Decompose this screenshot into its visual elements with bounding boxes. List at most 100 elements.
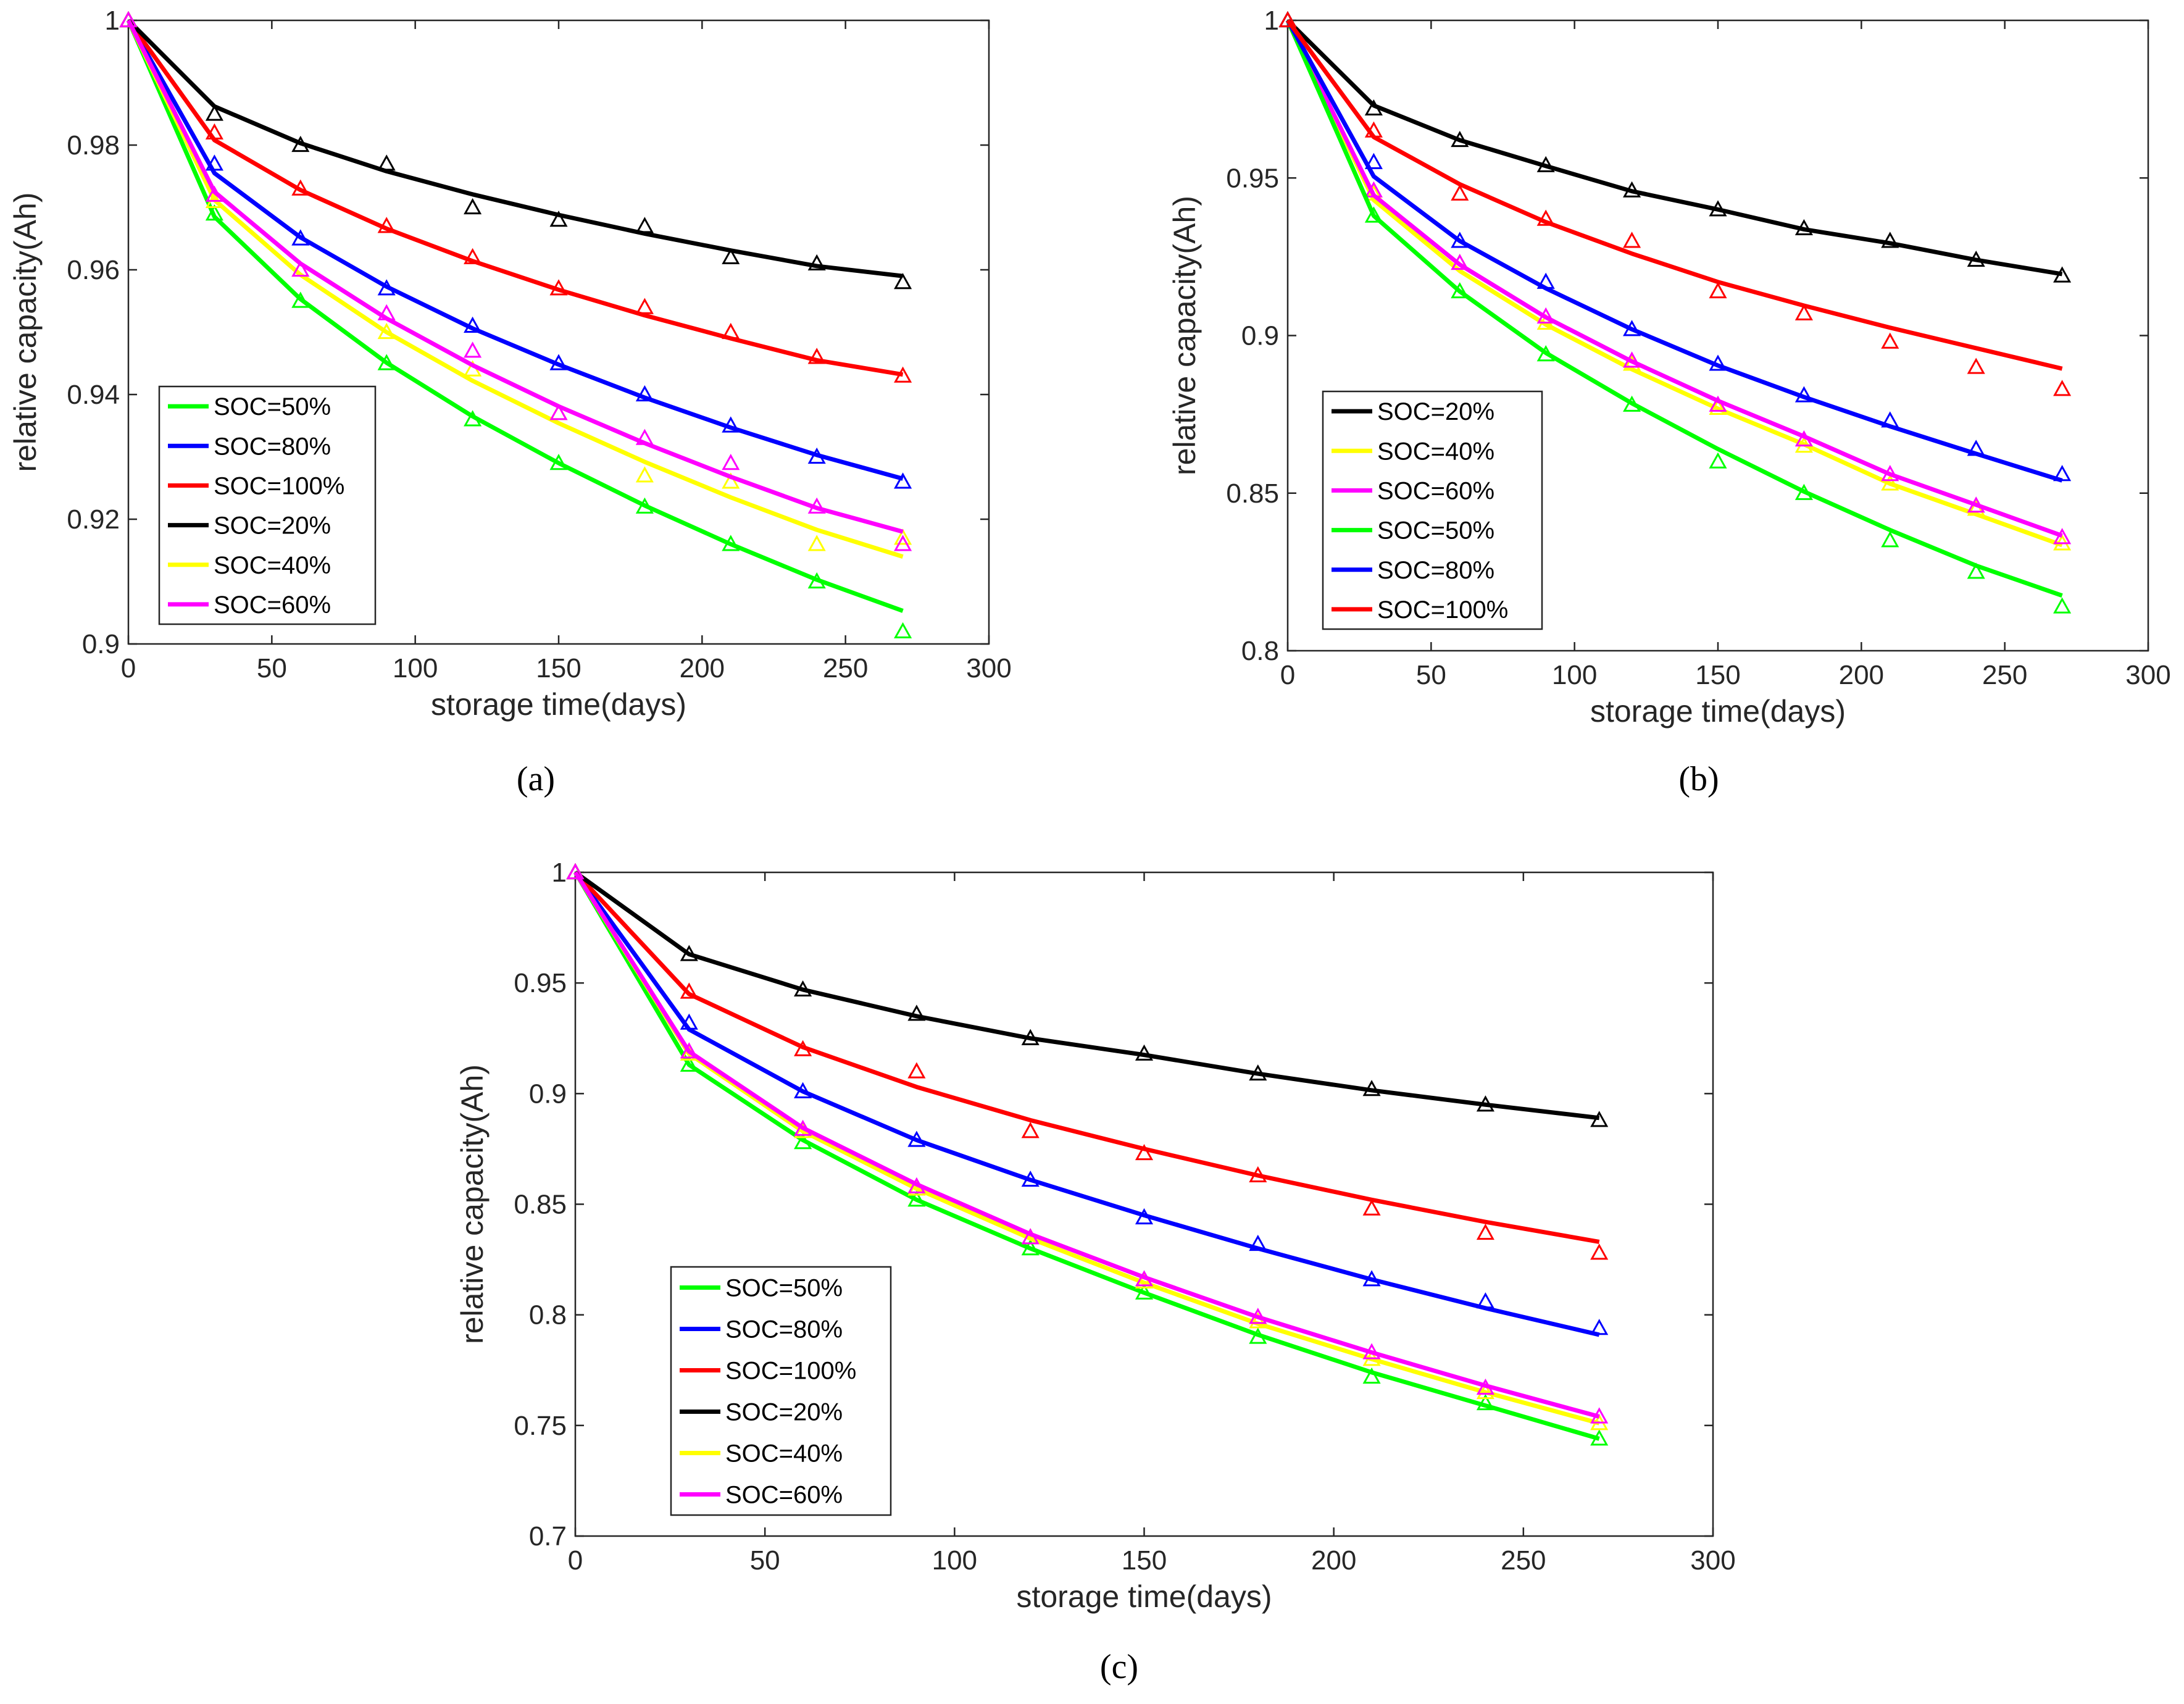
data-point xyxy=(549,454,568,470)
data-point xyxy=(291,179,310,196)
data-point xyxy=(1709,282,1727,299)
data-point xyxy=(1590,1243,1609,1260)
data-point xyxy=(377,304,396,320)
x-tick-label: 100 xyxy=(932,1545,977,1576)
data-point xyxy=(1135,1272,1154,1289)
data-point xyxy=(1451,184,1469,201)
data-point xyxy=(1590,1319,1609,1335)
data-point xyxy=(205,185,223,202)
data-point xyxy=(1362,1270,1381,1287)
data-point xyxy=(1476,1095,1494,1112)
legend-entry: SOC=80% xyxy=(725,1316,843,1343)
data-point xyxy=(635,466,654,483)
data-point xyxy=(1135,1270,1154,1287)
x-tick-label: 100 xyxy=(1552,660,1597,690)
x-tick-label: 0 xyxy=(568,1545,583,1576)
data-point xyxy=(291,291,310,308)
data-point xyxy=(464,410,482,427)
data-point xyxy=(1021,1228,1040,1245)
data-point xyxy=(1249,1064,1267,1081)
series-line xyxy=(127,19,904,278)
data-point xyxy=(680,982,698,999)
data-point xyxy=(377,354,396,370)
data-point xyxy=(1364,184,1383,201)
y-tick-label: 0.95 xyxy=(1226,163,1279,193)
data-point xyxy=(377,217,396,233)
data-point xyxy=(1881,332,1899,349)
data-point xyxy=(1249,1327,1267,1344)
data-point xyxy=(794,1133,812,1150)
data-point xyxy=(635,217,654,233)
data-point xyxy=(291,260,310,277)
data-point xyxy=(2053,465,2072,482)
legend-entry: SOC=60% xyxy=(1377,477,1494,504)
data-point xyxy=(1794,386,1813,403)
series-line xyxy=(573,871,1600,1121)
x-tick-label: 150 xyxy=(1695,660,1740,690)
series-line xyxy=(126,19,904,481)
data-point xyxy=(1881,411,1899,428)
data-point xyxy=(1249,1312,1267,1329)
data-point xyxy=(1364,152,1383,169)
data-point xyxy=(907,1177,926,1193)
data-point xyxy=(1881,474,1899,491)
data-point xyxy=(1021,1029,1040,1045)
x-tick-label: 150 xyxy=(536,653,581,683)
y-tick-label: 1 xyxy=(552,858,567,888)
data-point xyxy=(1021,1239,1040,1256)
data-point xyxy=(549,404,568,420)
data-point xyxy=(1794,219,1813,236)
y-tick-label: 1 xyxy=(105,6,120,36)
series-line xyxy=(126,19,904,559)
panel-label: (a) xyxy=(517,760,555,798)
series-line xyxy=(573,871,1600,1337)
series-line xyxy=(1286,19,2063,277)
data-point xyxy=(807,447,826,464)
legend-box xyxy=(670,1266,892,1516)
x-tick-label: 200 xyxy=(680,653,725,683)
x-tick-label: 300 xyxy=(2125,660,2170,690)
data-point xyxy=(635,385,654,402)
data-point xyxy=(377,154,396,171)
data-point xyxy=(807,497,826,514)
data-point xyxy=(1709,395,1727,412)
x-axis-label: storage time(days) xyxy=(1590,694,1846,729)
series-soc-60- xyxy=(566,862,1609,1424)
legend-entry: SOC=80% xyxy=(214,433,331,460)
series-line xyxy=(573,871,1600,1441)
y-tick-label: 0.98 xyxy=(67,130,120,161)
data-point xyxy=(807,348,826,364)
y-tick-label: 0.92 xyxy=(67,504,120,535)
y-tick-label: 0.75 xyxy=(514,1411,567,1441)
y-tick-label: 0.96 xyxy=(67,255,120,285)
x-tick-label: 300 xyxy=(966,653,1011,683)
data-point xyxy=(1451,253,1469,270)
data-point xyxy=(1536,156,1555,172)
data-point xyxy=(291,135,310,152)
series-line xyxy=(1285,19,2063,483)
panel-label: (c) xyxy=(1100,1648,1138,1686)
data-point xyxy=(907,1130,926,1147)
data-point xyxy=(464,248,482,264)
y-tick-label: 0.85 xyxy=(514,1190,567,1220)
legend-entry: SOC=60% xyxy=(214,591,331,619)
series-soc-100- xyxy=(566,862,1609,1260)
legend-entry: SOC=20% xyxy=(214,512,331,540)
data-point xyxy=(680,1055,698,1072)
data-point xyxy=(205,154,223,171)
data-point xyxy=(1249,1308,1267,1324)
x-tick-label: 200 xyxy=(1311,1545,1356,1576)
data-point xyxy=(1881,531,1899,548)
data-point xyxy=(1623,232,1641,248)
x-tick-label: 200 xyxy=(1839,660,1884,690)
legend-entry: SOC=20% xyxy=(1377,398,1494,425)
data-point xyxy=(549,279,568,296)
x-tick-label: 50 xyxy=(750,1545,780,1576)
data-point xyxy=(119,10,138,28)
data-point xyxy=(464,198,482,215)
data-point xyxy=(794,980,812,997)
data-point xyxy=(1135,1283,1154,1300)
data-point xyxy=(1362,1080,1381,1096)
data-point xyxy=(1590,1407,1609,1424)
series-soc-50- xyxy=(119,10,912,638)
